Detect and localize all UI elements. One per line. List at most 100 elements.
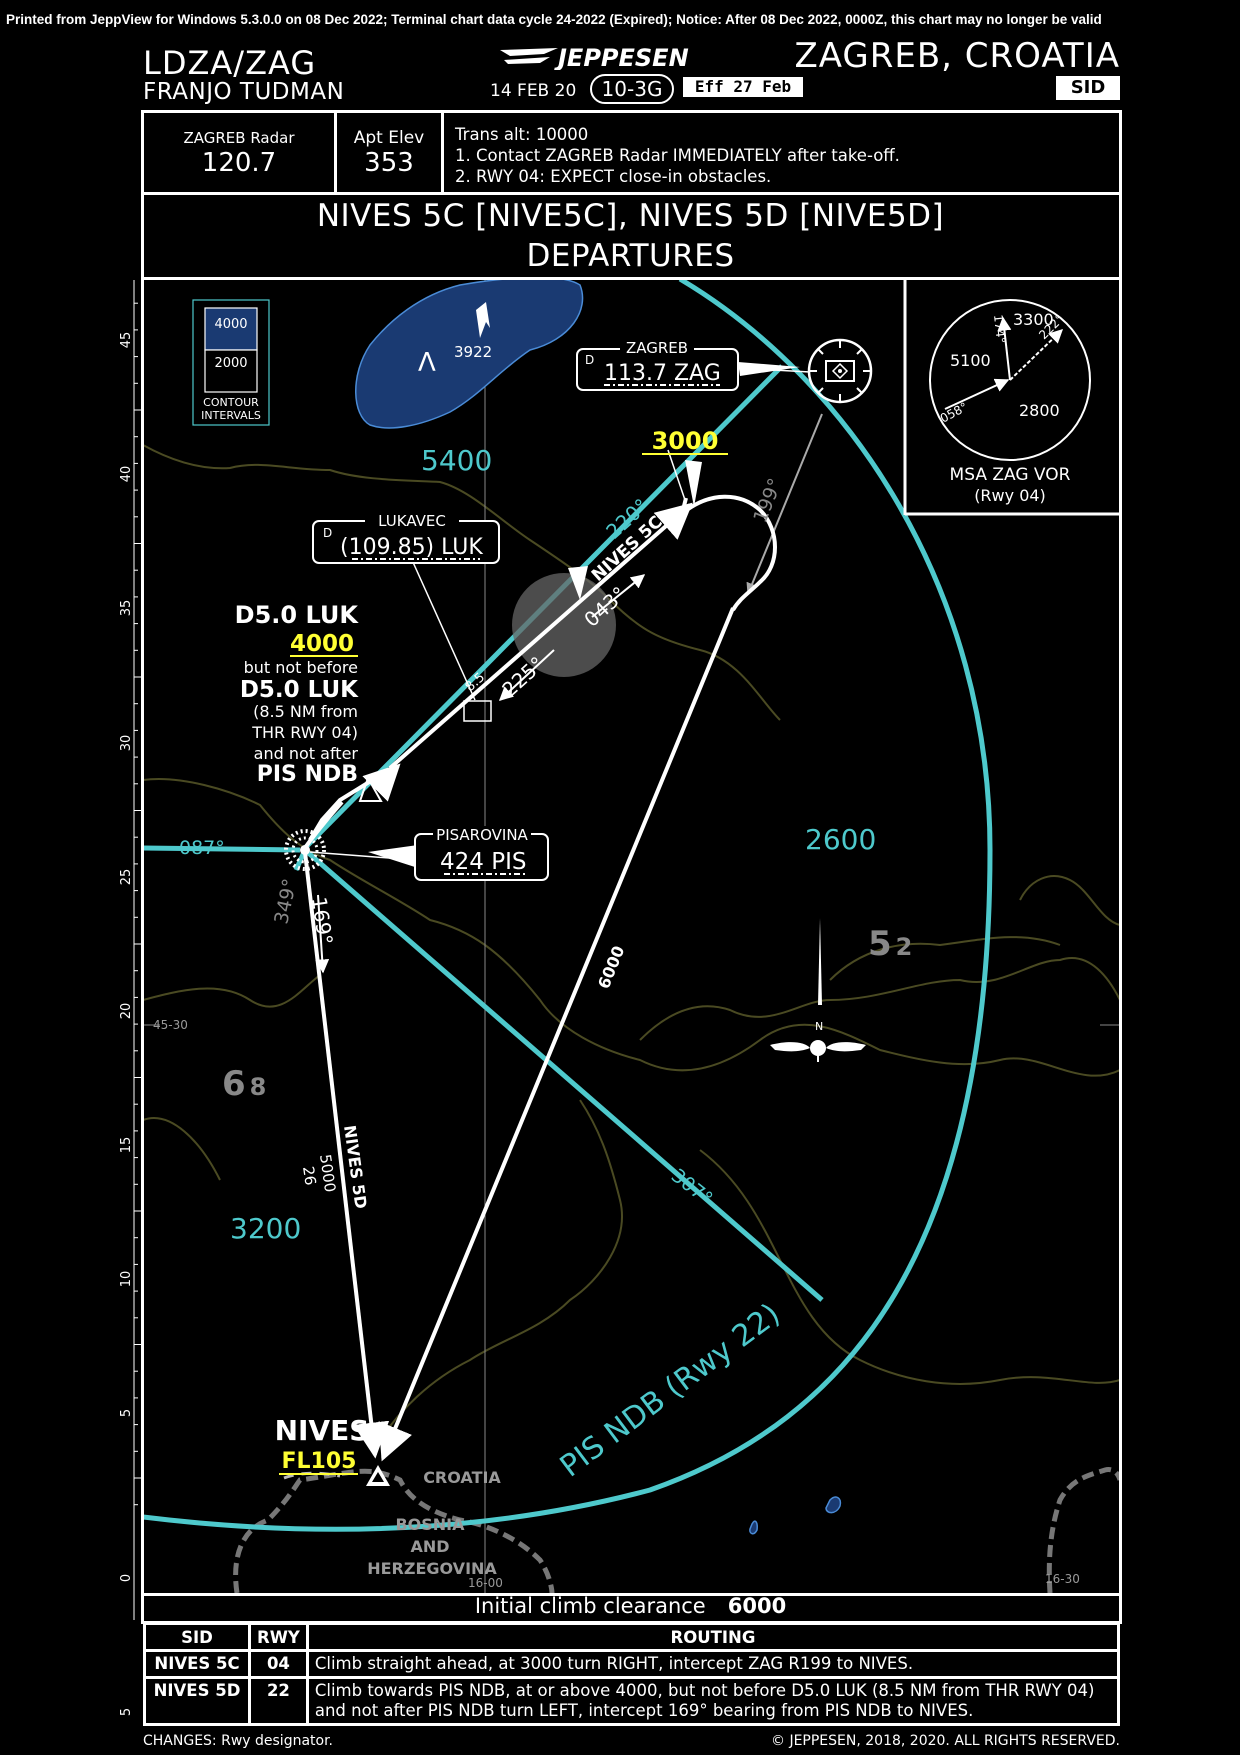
scale-label: 40 [119,466,134,483]
chart-number: 10-3G [590,74,674,104]
pis-ndb-label: PIS NDB [257,762,358,787]
scale-label: 35 [119,600,134,617]
row-sid: NIVES 5D [143,1676,251,1726]
nives-label: NIVES [275,1414,370,1447]
comm-divider [441,110,444,195]
airport-name: FRANJO TUDMAN [143,79,345,105]
jeppesen-logo: JEPPESEN [500,44,689,70]
col-sid: SID [143,1622,251,1652]
table-row: NIVES 5C 04 Climb straight ahead, at 300… [143,1649,1121,1679]
zag-vor-icon [807,338,873,404]
contour-2000: 2000 [214,356,247,371]
msa-arc [143,279,993,1532]
comm-divider [334,110,337,195]
scale-label: 0 [119,1574,134,1582]
pis-frequency: 424 PIS [440,849,526,875]
distance-26: 26 [299,1165,319,1186]
elev-label: Apt Elev [353,128,425,148]
alt-3000: 3000 [652,427,719,455]
msa-sub: (Rwy 04) [974,486,1046,505]
initial-climb: Initial climb clearance 6000 [143,1594,1118,1618]
col-rwy: RWY [248,1622,309,1652]
mea-5000: 5000 [316,1153,339,1193]
msa-arc-label: PIS NDB (Rwy 22) [554,1297,787,1485]
logo-wing-lower-icon [504,57,550,64]
scale-label: 10 [119,1271,134,1288]
scale-label: 25 [119,869,134,886]
d50-luk-1: D5.0 LUK [235,601,360,629]
obstacle-area [512,573,616,677]
bosnia-label-1: BOSNIA [395,1515,465,1534]
logo-wing-icon [500,48,558,56]
scale-label: 5 [119,1409,134,1417]
bosnia-label-3: HERZEGOVINA [367,1559,497,1578]
scale-label: 15 [119,1137,134,1154]
pis-name: PISAROVINA [436,826,528,844]
msa-3200: 3200 [230,1212,301,1245]
msa-3300: 3300 [1013,310,1054,329]
distance-scale: 45 40 35 30 25 20 15 10 5 0 5 [119,280,142,1716]
msa-174: 174° [991,314,1008,344]
luk-dme-label: D [323,526,332,540]
lon-label-1630: 16-30 [1045,1572,1080,1586]
routing-table: SID RWY ROUTING NIVES 5C 04 Climb straig… [143,1622,1121,1726]
course-349: 349° [270,877,301,926]
lat-label: 45-30 [153,1018,188,1032]
airport-id: LDZA/ZAG [143,44,317,82]
arrow-169 [315,894,330,974]
alt-4000: 4000 [290,631,354,657]
msa-5100: 5100 [950,351,991,370]
d50-luk-2: D5.0 LUK [240,677,359,703]
initial-climb-label: Initial climb clearance [474,1594,706,1618]
nives5d-169 [303,851,390,1459]
nm-note-2: THR RWY 04) [251,723,358,742]
contour-legend: 4000 2000 CONTOUR INTERVALS [192,299,270,426]
contour-caption-2: INTERVALS [201,409,261,422]
row-rwy: 04 [248,1649,309,1679]
msa-box: 174° 222° 058° 3300 5100 2800 MSA ZAG VO… [903,279,1120,516]
arrow-043 [591,574,646,618]
chart-date: 14 FEB 20 [490,81,577,101]
waypoint-triangle-icon [358,775,383,802]
nives5c-turn [682,494,777,612]
small-lake [749,1520,758,1535]
msa-2600: 2600 [805,823,876,856]
course-169: 169° [307,895,337,946]
arrow-225 [498,649,555,701]
notes: Trans alt: 10000 1. Contact ZAGREB Radar… [455,124,900,187]
copyright: © JEPPESEN, 2018, 2020. ALL RIGHTS RESER… [771,1733,1120,1749]
d85-fix [463,700,492,722]
terrain-contours [143,444,1120,1441]
changes-note: CHANGES: Rwy designator. [143,1733,334,1749]
small-lake [825,1496,842,1514]
luk-name: LUKAVEC [378,512,446,530]
nm-note-1: (8.5 NM from [253,702,358,721]
north-arrow-icon [770,918,866,1062]
scale-label: 30 [119,735,134,752]
radar-label: ZAGREB Radar [183,129,295,147]
spot-elevation: 3922 [454,343,492,361]
scale-label: 45 [119,332,134,349]
lon-label-1600: 16-00 [468,1576,503,1590]
city-country: ZAGREB, CROATIA [794,36,1120,76]
msa-title: MSA ZAG VOR [950,465,1071,485]
lake [355,279,584,429]
contour-caption-1: CONTOUR [203,396,259,409]
fl105-label: FL105 [282,1449,357,1474]
procedure-subtitle: DEPARTURES [526,238,735,274]
pis-ndb-icon [284,829,326,871]
note-2: 2. RWY 04: EXPECT close-in obstacles. [455,167,772,186]
printed-notice: Printed from JeppView for Windows 5.3.0.… [6,12,1102,27]
scale-label: 20 [119,1003,134,1020]
procedure-type-badge: SID [1056,76,1120,100]
zag-name: ZAGREB [626,339,688,357]
spot-elevation-icon: Λ [418,348,436,378]
routes [303,494,777,1462]
msa-5400: 5400 [421,444,492,477]
initial-climb-value: 6000 [727,1594,787,1618]
luk-frequency: (109.85) LUK [340,535,483,560]
row-sid: NIVES 5C [143,1649,251,1679]
